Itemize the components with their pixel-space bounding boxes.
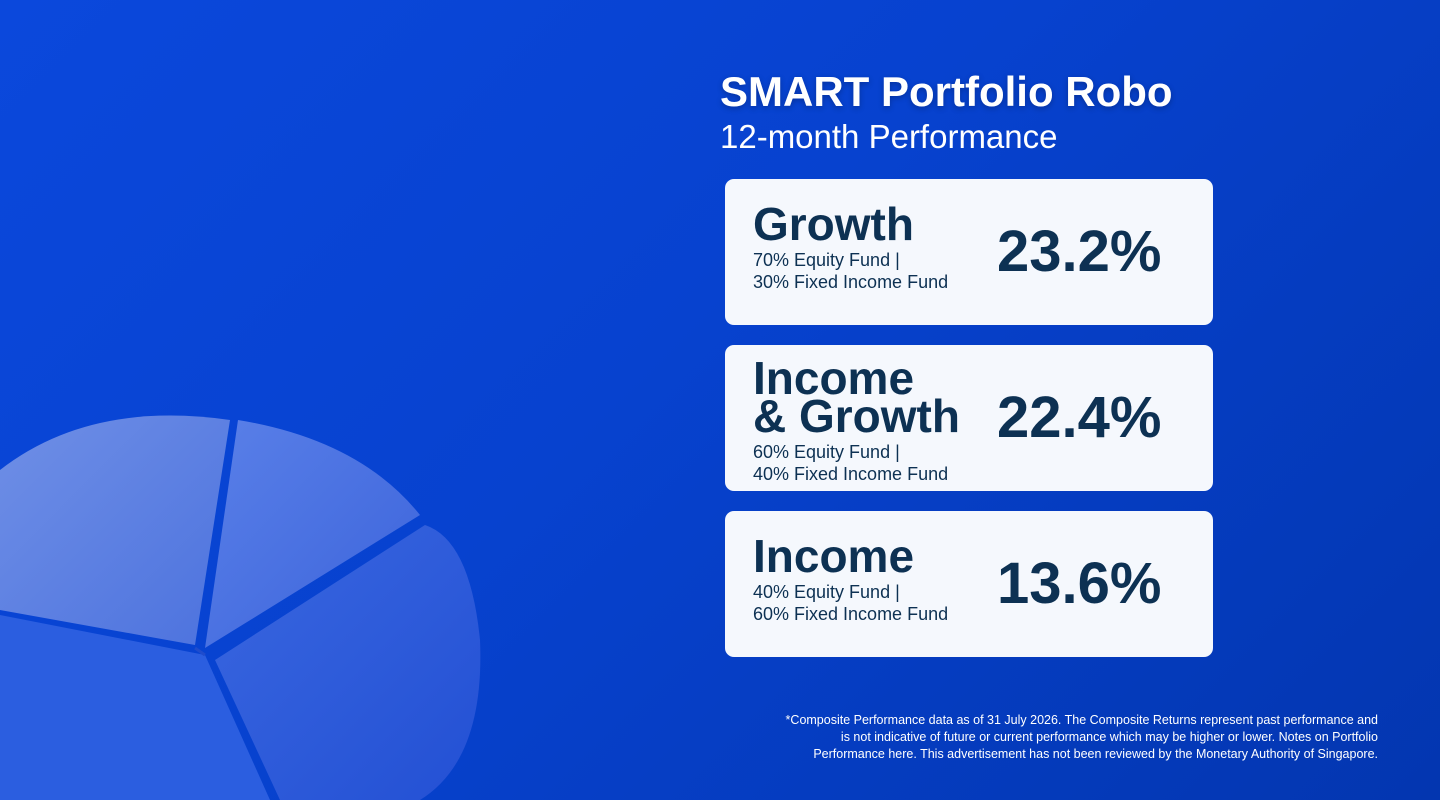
subtitle: 12-month Performance: [720, 118, 1058, 155]
allocation: 60% Equity Fund | 40% Fixed Income Fund: [753, 441, 948, 485]
footnote-line: *Composite Performance data as of 31 Jul…: [785, 713, 1378, 727]
portfolio-name-line: & Growth: [753, 390, 960, 442]
footnote-line: Performance here. This advertisement has…: [813, 747, 1378, 761]
allocation: 70% Equity Fund | 30% Fixed Income Fund: [753, 249, 948, 293]
portfolio-card: Growth 70% Equity Fund | 30% Fixed Income …: [725, 179, 1213, 325]
portfolio-name-line: Growth: [753, 198, 914, 250]
portfolio-card: Income & Growth 60% Equity Fund | 40% Fixed…: [725, 345, 1213, 491]
portfolio-name-line: Income: [753, 352, 915, 404]
allocation: 40% Equity Fund | 60% Fixed Income Fund: [753, 581, 948, 625]
allocation-line: 60% Equity Fund |: [753, 442, 900, 462]
portfolio-name: Income: [753, 530, 915, 582]
return-value: 23.2%: [997, 219, 1162, 284]
return-value: 22.4%: [997, 385, 1162, 450]
allocation-line: 60% Fixed Income Fund: [753, 604, 949, 624]
pie-illustration: [0, 415, 481, 800]
portfolio-card: Income 40% Equity Fund | 60% Fixed Income …: [725, 511, 1213, 657]
allocation-line: 40% Equity Fund |: [753, 582, 900, 602]
portfolio-name: Growth: [753, 198, 914, 250]
footnote: *Composite Performance data as of 31 Jul…: [786, 712, 1378, 763]
return-value: 13.6%: [997, 551, 1162, 616]
portfolio-name-line: Income: [753, 530, 915, 582]
title: SMART Portfolio Robo: [720, 68, 1173, 115]
allocation-line: 30% Fixed Income Fund: [753, 272, 949, 292]
allocation-line: 70% Equity Fund |: [753, 250, 900, 270]
footnote-line: is not indicative of future or current p…: [840, 730, 1378, 744]
allocation-line: 40% Fixed Income Fund: [753, 464, 949, 484]
portfolio-name: Income & Growth: [753, 352, 960, 442]
